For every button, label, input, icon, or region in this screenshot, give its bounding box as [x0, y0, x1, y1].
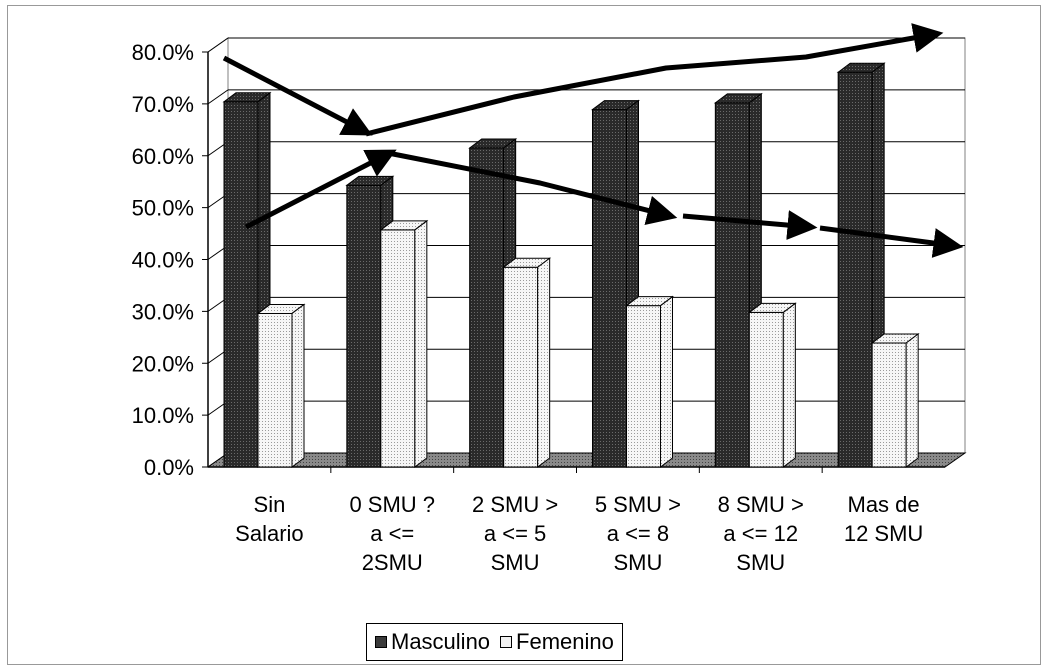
x-tick-label: 2 SMU > a <= 5 SMU — [472, 492, 558, 575]
bar-masculino — [592, 109, 627, 468]
bar-femenino — [503, 266, 539, 468]
y-tick-label: 10.0% — [132, 403, 194, 428]
y-tick-label: 60.0% — [132, 144, 194, 169]
legend-swatch-masculino — [375, 636, 387, 648]
bar-masculino — [346, 184, 382, 468]
y-tick-label: 70.0% — [132, 92, 194, 117]
x-tick-label: 5 SMU > a <= 8 SMU — [595, 492, 681, 575]
bar-femenino-side — [414, 219, 428, 468]
trend-arrow-femenino-down-2 — [682, 210, 818, 241]
trend-arrow-femenino-up — [244, 149, 397, 230]
gridline-diagonal — [207, 89, 229, 105]
y-tick-label: 80.0% — [132, 40, 194, 65]
bar-femenino-side — [291, 303, 305, 468]
trend-arrow-masculino-down — [222, 55, 373, 136]
legend-label-femenino: Femenino — [516, 629, 614, 654]
bar-masculino — [837, 71, 873, 468]
bar-femenino — [871, 342, 907, 468]
bar-femenino-side — [660, 295, 673, 468]
y-tick-label: 30.0% — [132, 299, 194, 324]
bar-femenino-side — [537, 257, 551, 468]
bar-femenino — [380, 229, 416, 468]
legend-item-femenino: Femenino — [500, 629, 614, 655]
chart-legend: Masculino Femenino — [366, 623, 623, 661]
x-tick-label: Sin Salario — [235, 492, 303, 546]
bar-femenino — [748, 311, 784, 468]
x-tick-label: Mas de 12 SMU — [844, 492, 923, 546]
bar-femenino — [626, 305, 661, 468]
bar-femenino-side — [782, 302, 796, 468]
bar-masculino — [223, 101, 259, 468]
bar-masculino — [714, 102, 750, 468]
trend-arrow-femenino-down-3 — [819, 225, 964, 258]
trend-arrow-femenino-down-1 — [387, 150, 678, 226]
legend-swatch-femenino — [500, 636, 513, 648]
x-tick-label: 0 SMU ? a <= 2SMU — [349, 492, 435, 575]
trend-arrow-masculino-up — [365, 23, 944, 137]
y-tick-label: 40.0% — [132, 248, 194, 273]
x-tick-label: 8 SMU > a <= 12 SMU — [718, 492, 804, 575]
y-tick-label: 20.0% — [132, 351, 194, 376]
bar-femenino-side — [905, 333, 919, 468]
y-tick-label: 50.0% — [132, 196, 194, 221]
legend-label-masculino: Masculino — [391, 629, 491, 654]
bar-masculino — [469, 147, 505, 468]
y-tick-label: 0.0% — [144, 455, 194, 480]
bar-femenino — [257, 312, 293, 468]
gridline-diagonal — [207, 37, 229, 53]
legend-item-masculino: Masculino — [375, 629, 490, 655]
